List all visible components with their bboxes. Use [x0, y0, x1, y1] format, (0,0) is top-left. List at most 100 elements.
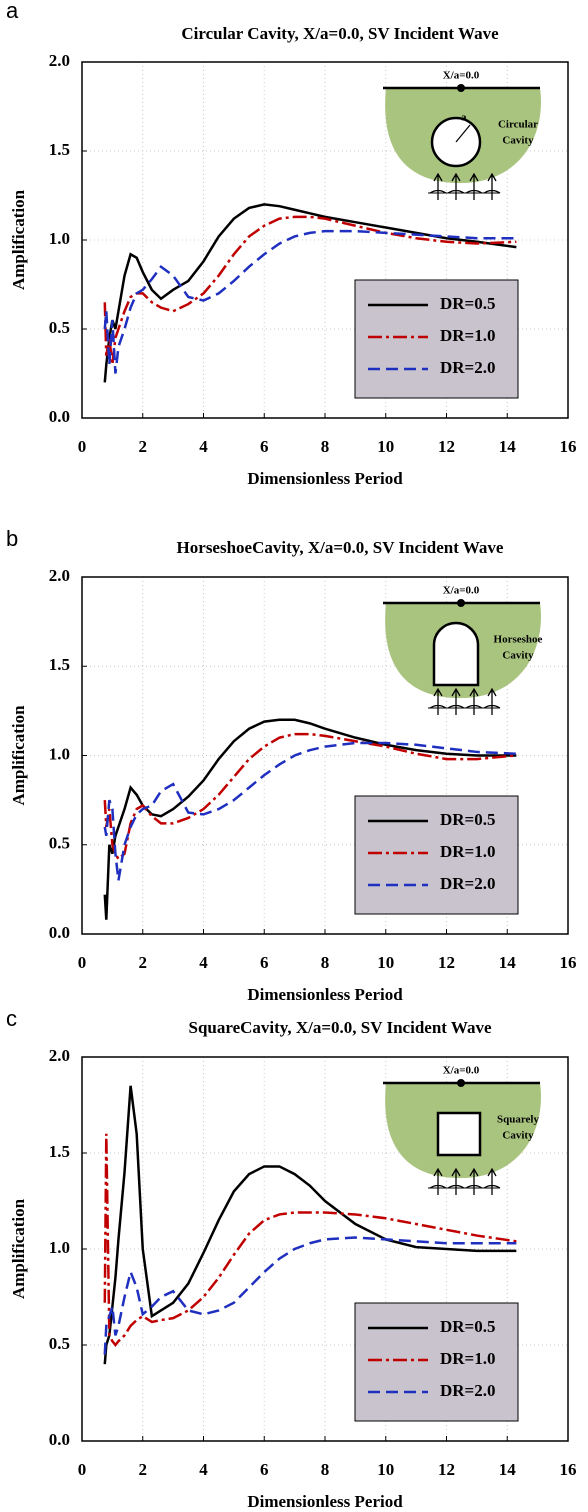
legend-label: DR=2.0	[440, 874, 496, 893]
inset-arrow	[483, 1167, 501, 1195]
legend-label: DR=2.0	[440, 1381, 496, 1400]
plot-frame	[81, 1056, 569, 1442]
inset-label: Squarely	[497, 1114, 539, 1126]
inset-arrow	[429, 172, 447, 200]
x-tick-label: 0	[78, 953, 87, 972]
panel-label: c	[6, 1006, 17, 1031]
x-tick-label: 16	[560, 953, 577, 972]
x-tick-label: 16	[560, 1460, 577, 1479]
inset-point	[457, 599, 465, 607]
legend-label: DR=1.0	[440, 1349, 496, 1368]
inset-point	[457, 1079, 465, 1087]
legend-label: DR=1.0	[440, 842, 496, 861]
legend-label: DR=0.5	[440, 810, 496, 829]
x-tick-label: 14	[499, 1460, 517, 1479]
plot-frame	[81, 576, 569, 935]
inset-label: Circular	[498, 119, 538, 131]
inset-arrow	[465, 172, 483, 200]
x-tick-label: 6	[260, 1460, 269, 1479]
inset-label: X/a=0.0	[443, 585, 480, 597]
x-axis-label: Dimensionless Period	[247, 469, 403, 488]
y-axis-label: Amplification	[9, 189, 28, 290]
legend-box	[354, 1302, 519, 1422]
x-tick-label: 10	[377, 437, 394, 456]
x-tick-label: 12	[438, 437, 455, 456]
chart-title: SquareCavity, X/a=0.0, SV Incident Wave	[189, 1018, 492, 1037]
inset-arrow	[429, 687, 447, 715]
inset-arrow	[483, 687, 501, 715]
y-tick-label: 2.0	[49, 51, 70, 70]
inset-arrow	[447, 1167, 465, 1195]
y-tick-label: 1.0	[49, 229, 70, 248]
data-line	[103, 229, 517, 374]
x-tick-label: 10	[377, 953, 394, 972]
x-tick-label: 16	[560, 437, 577, 456]
inset-label: Horseshoe	[494, 634, 543, 646]
inset-label: X/a=0.0	[443, 70, 480, 82]
x-tick-label: 6	[260, 953, 269, 972]
inset-radius	[455, 124, 471, 143]
y-axis-label: Amplification	[9, 705, 28, 806]
y-tick-label: 2.0	[49, 566, 70, 585]
x-tick-label: 14	[499, 953, 517, 972]
x-axis-label: Dimensionless Period	[247, 985, 403, 1004]
inset-label: Cavity	[502, 650, 534, 662]
x-tick-label: 2	[139, 437, 148, 456]
inset-label: Cavity	[502, 135, 534, 147]
data-line	[103, 1085, 517, 1365]
chart-title: HorseshoeCavity, X/a=0.0, SV Incident Wa…	[177, 538, 504, 557]
x-tick-label: 0	[78, 1460, 87, 1479]
x-tick-label: 8	[321, 1460, 330, 1479]
y-tick-label: 0.0	[49, 1430, 70, 1449]
y-tick-label: 0.0	[49, 407, 70, 426]
y-tick-label: 0.5	[49, 318, 70, 337]
y-tick-label: 0.0	[49, 923, 70, 942]
legend-label: DR=0.5	[440, 294, 496, 313]
x-tick-label: 8	[321, 437, 330, 456]
panel-label: b	[6, 526, 18, 551]
x-tick-label: 10	[377, 1460, 394, 1479]
inset-cavity	[432, 621, 480, 687]
legend-box	[354, 279, 519, 399]
x-axis-label: Dimensionless Period	[247, 1492, 403, 1511]
x-tick-label: 2	[139, 953, 148, 972]
x-tick-label: 12	[438, 1460, 455, 1479]
x-tick-label: 8	[321, 953, 330, 972]
y-tick-label: 1.5	[49, 1142, 70, 1161]
inset-arrow	[465, 1167, 483, 1195]
legend-label: DR=0.5	[440, 1317, 496, 1336]
x-tick-label: 4	[199, 437, 208, 456]
legend-label: DR=1.0	[440, 326, 496, 345]
data-line	[103, 718, 517, 920]
y-tick-label: 2.0	[49, 1046, 70, 1065]
inset-arrow	[429, 1167, 447, 1195]
data-line	[103, 203, 517, 383]
inset-label: a	[461, 112, 467, 124]
x-tick-label: 0	[78, 437, 87, 456]
y-tick-label: 0.5	[49, 1334, 70, 1353]
x-tick-label: 12	[438, 953, 455, 972]
data-line	[103, 215, 517, 365]
x-tick-label: 4	[199, 1460, 208, 1479]
inset-point	[457, 84, 465, 92]
inset-arrow	[447, 172, 465, 200]
panel-label: a	[6, 0, 19, 23]
data-line	[103, 732, 517, 861]
plot-frame	[81, 61, 569, 419]
inset-label: X/a=0.0	[443, 1065, 480, 1077]
inset-label: Cavity	[502, 1130, 534, 1142]
data-line	[103, 1236, 517, 1355]
legend-label: DR=2.0	[440, 358, 496, 377]
chart-title: Circular Cavity, X/a=0.0, SV Incident Wa…	[181, 24, 499, 43]
x-tick-label: 2	[139, 1460, 148, 1479]
y-tick-label: 1.5	[49, 140, 70, 159]
legend-box	[354, 795, 519, 915]
y-tick-label: 0.5	[49, 834, 70, 853]
inset-cavity	[436, 1111, 482, 1157]
inset-arrow	[465, 687, 483, 715]
inset-arrow	[483, 172, 501, 200]
y-axis-label: Amplification	[9, 1198, 28, 1299]
data-line	[103, 1133, 517, 1348]
x-tick-label: 6	[260, 437, 269, 456]
